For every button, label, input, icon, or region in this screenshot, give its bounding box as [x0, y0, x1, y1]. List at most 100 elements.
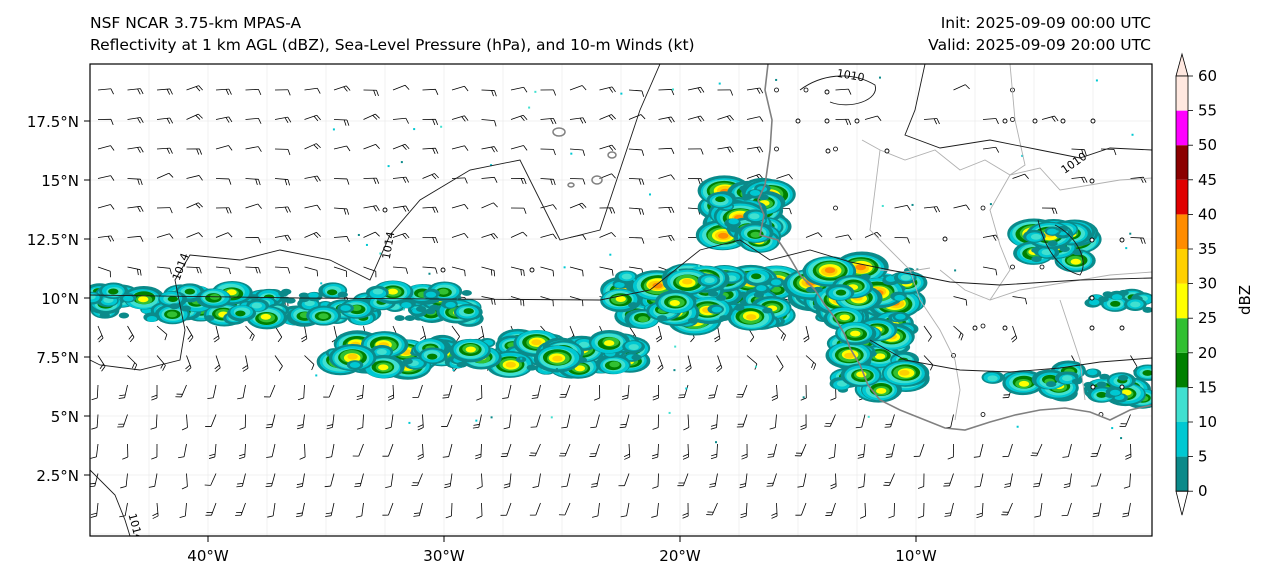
wind-barb: [627, 384, 630, 398]
wind-barb: [124, 502, 128, 516]
wind-barb: [301, 473, 305, 487]
wind-barb-flag: [682, 512, 689, 516]
reflectivity-speck: [428, 272, 431, 275]
wind-barb: [417, 473, 423, 486]
calm-wind-circle: [1010, 117, 1015, 122]
wind-barb-flag: [343, 86, 348, 92]
wind-barb-flag: [709, 483, 716, 485]
wind-barb-flag: [257, 146, 262, 152]
wind-barb-flag: [759, 116, 764, 122]
wind-barb-flag: [476, 486, 483, 490]
wind-barb-flag: [110, 145, 115, 151]
wind-barb: [186, 113, 199, 120]
wind-barb: [184, 502, 187, 516]
reflectivity-cell: [461, 289, 472, 296]
wind-barb-flag: [225, 89, 229, 95]
wind-barb-flag: [301, 338, 308, 343]
wind-barb: [392, 384, 395, 399]
wind-barb: [186, 175, 200, 179]
wind-barb: [186, 85, 199, 91]
reflectivity-speck: [802, 396, 805, 399]
wind-barb: [628, 207, 642, 210]
wind-barb-flag: [726, 116, 732, 122]
reflectivity-cell: [1096, 381, 1107, 388]
wind-barb-flag: [1140, 237, 1143, 244]
wind-barb: [923, 118, 937, 120]
wind-barb-flag: [443, 394, 450, 396]
wind-barb: [540, 233, 554, 238]
wind-barb-flag: [638, 178, 642, 185]
wind-barb-flag: [208, 456, 215, 459]
wind-barb: [596, 473, 600, 487]
wind-barb-flag: [491, 90, 494, 97]
wind-barb: [658, 147, 672, 150]
wind-barb: [510, 114, 524, 120]
wind-barb: [628, 325, 637, 338]
reflectivity-cell: [402, 358, 413, 365]
wind-barb-flag: [885, 456, 892, 458]
wind-barb: [717, 115, 730, 120]
wind-barb-flag: [579, 117, 584, 124]
wind-barb: [451, 203, 465, 209]
calm-wind-circle: [833, 205, 838, 211]
wind-barb-flag: [461, 116, 466, 122]
wind-barb-flag: [771, 515, 778, 519]
reflectivity-speck: [550, 416, 553, 419]
wind-barb: [304, 87, 318, 91]
wind-barb-flag: [464, 204, 469, 210]
wind-barb-flag: [1051, 208, 1055, 214]
wind-barb-flag: [873, 233, 879, 238]
wind-barb: [861, 414, 866, 428]
wind-barb: [569, 148, 583, 151]
wind-barb-flag: [640, 114, 646, 120]
wind-barb-flag: [582, 149, 586, 156]
wind-barb-flag: [611, 232, 616, 238]
wind-barb: [982, 146, 996, 150]
colorbar-segment: [1176, 214, 1188, 249]
reflectivity-cell: [1070, 258, 1081, 265]
wind-barb-flag: [265, 426, 272, 429]
station-marker: [1089, 178, 1095, 184]
reflectivity-speck: [400, 161, 403, 164]
wind-barb-flag: [402, 233, 407, 240]
station-marker: [1090, 384, 1096, 390]
wind-barb-flag: [299, 456, 306, 460]
reflectivity-cell: [715, 196, 726, 203]
wind-barb: [304, 143, 317, 150]
wind-barb: [211, 502, 217, 516]
reflectivity-speck: [365, 243, 368, 246]
wind-barb: [240, 502, 246, 516]
reflectivity-speck: [520, 357, 523, 360]
wind-barb-flag: [297, 397, 304, 401]
station-marker: [1060, 118, 1066, 124]
wind-barb: [481, 233, 494, 238]
reflectivity-cell: [351, 305, 362, 311]
wind-barb-flag: [198, 232, 203, 238]
wind-barb-flag: [405, 176, 410, 183]
lat-tick-label: 12.5°N: [27, 231, 79, 249]
wind-barb-flag: [152, 512, 159, 517]
wind-barb-flag: [780, 333, 784, 339]
wind-barb-flag: [151, 456, 158, 460]
wind-barb-flag: [404, 84, 410, 90]
wind-barb: [304, 266, 318, 271]
wind-barb: [418, 384, 423, 398]
wind-barb: [330, 502, 335, 516]
wind-barb: [923, 355, 934, 366]
wind-barb-flag: [296, 485, 303, 488]
wind-barb: [186, 266, 200, 269]
wind-barb: [274, 206, 288, 209]
wind-barb: [979, 443, 984, 457]
wind-barb-flag: [965, 204, 970, 211]
reflectivity-cell: [1047, 240, 1058, 247]
wind-barb-flag: [944, 515, 951, 517]
wind-barb: [683, 384, 689, 398]
reflectivity-cell: [637, 316, 649, 323]
wind-barb-flag: [356, 427, 363, 430]
wind-barb: [744, 473, 748, 487]
colorbar-min-arrow: [1175, 490, 1189, 516]
wind-barb: [540, 204, 554, 209]
reflectivity-cell: [1098, 296, 1109, 303]
reflectivity-cell: [987, 375, 998, 382]
wind-barb: [481, 146, 495, 150]
